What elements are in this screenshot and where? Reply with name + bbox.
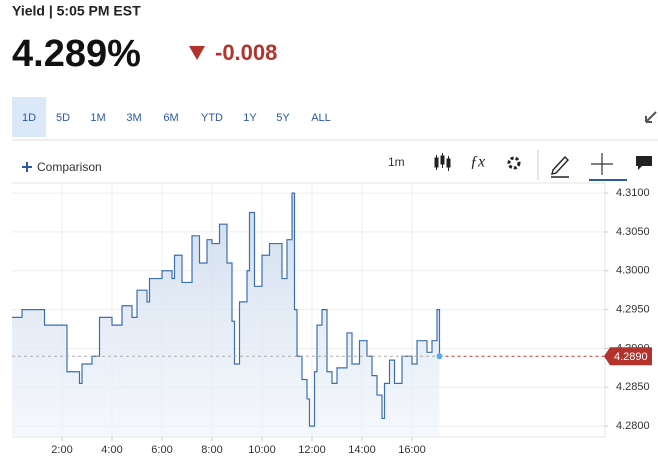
range-tab[interactable]: 5Y xyxy=(276,112,290,124)
range-tab[interactable]: 1D xyxy=(22,112,36,124)
draw-icon[interactable] xyxy=(551,155,569,178)
candle-icon[interactable] xyxy=(434,153,451,171)
range-tab[interactable]: 1M xyxy=(90,112,105,124)
comment-icon[interactable] xyxy=(636,156,652,170)
last-point xyxy=(436,353,443,360)
range-tab[interactable]: 5D xyxy=(56,112,70,124)
range-tab[interactable]: 3M xyxy=(126,112,141,124)
change: -0.008 xyxy=(215,40,277,65)
price: 4.289% xyxy=(12,33,141,75)
plus-icon[interactable] xyxy=(22,162,32,172)
x-tick-label: 12:00 xyxy=(298,444,326,456)
y-tick-label: 4.2950 xyxy=(616,304,650,316)
x-tick-label: 2:00 xyxy=(51,444,72,456)
x-tick-label: 8:00 xyxy=(201,444,222,456)
active-range xyxy=(12,97,46,137)
crosshair-icon[interactable] xyxy=(591,153,613,175)
x-tick-label: 10:00 xyxy=(248,444,276,456)
price-tag xyxy=(604,347,652,366)
y-tick-label: 4.3050 xyxy=(616,226,650,238)
down-arrow xyxy=(189,46,205,60)
y-tick-label: 4.2800 xyxy=(616,420,650,432)
fx-icon[interactable]: ƒx xyxy=(470,154,485,171)
range-tab[interactable]: 1Y xyxy=(243,112,257,124)
expand-icon[interactable] xyxy=(645,111,657,123)
price-tag-label: 4.2890 xyxy=(614,351,648,363)
title: Yield | 5:05 PM EST xyxy=(12,3,141,19)
settings-icon[interactable] xyxy=(507,156,521,170)
range-tab[interactable]: YTD xyxy=(201,112,223,124)
range-tab[interactable]: 6M xyxy=(163,112,178,124)
y-tick-label: 4.3000 xyxy=(616,265,650,277)
x-tick-label: 6:00 xyxy=(151,444,172,456)
x-tick-label: 16:00 xyxy=(398,444,426,456)
line xyxy=(12,192,441,427)
comparison[interactable]: Comparison xyxy=(37,160,102,174)
area xyxy=(12,193,440,437)
x-tick-label: 4:00 xyxy=(101,444,122,456)
y-tick-label: 4.3100 xyxy=(616,187,650,199)
interval[interactable]: 1m xyxy=(388,155,405,169)
range-tab[interactable]: ALL xyxy=(311,112,331,124)
y-tick-label: 4.2850 xyxy=(616,381,650,393)
x-tick-label: 14:00 xyxy=(348,444,376,456)
